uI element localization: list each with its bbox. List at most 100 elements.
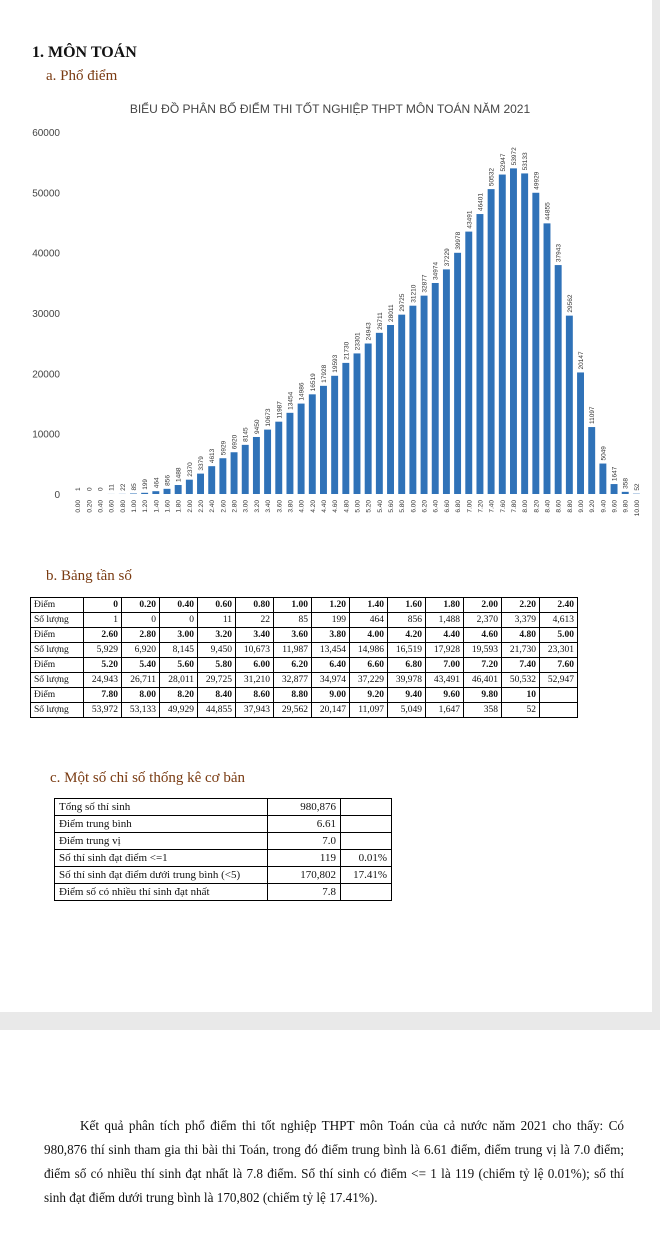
bar-data-label: 39978 <box>455 231 462 249</box>
count-cell: 23,301 <box>539 642 578 658</box>
x-tick-label: 7.60 <box>500 500 507 513</box>
bar <box>208 466 216 494</box>
stats-value: 170,802 <box>267 866 341 884</box>
x-tick-label: 7.80 <box>511 500 518 513</box>
bar-data-label: 11987 <box>276 401 283 419</box>
score-row: Điểm 5.20 5.40 5.60 5.80 6.00 6.20 6.40 6.60 6.80… <box>30 657 578 673</box>
x-tick-label: 2.60 <box>220 500 227 513</box>
x-tick-label: 9.00 <box>578 500 585 513</box>
score-cell: 9.40 <box>387 687 426 703</box>
y-tick-label: 50000 <box>32 188 60 199</box>
bar <box>398 314 406 494</box>
score-cell: 9.20 <box>349 687 388 703</box>
bar <box>185 479 193 494</box>
score-cell: 2.60 <box>83 627 122 643</box>
x-tick-label: 5.80 <box>399 500 406 513</box>
score-cell: 0.40 <box>159 597 198 613</box>
subsection-b-heading: b. Bảng tần số <box>46 568 132 584</box>
x-tick-label: 2.00 <box>187 500 194 513</box>
y-tick-label: 30000 <box>32 309 60 320</box>
score-cell: 6.00 <box>235 657 274 673</box>
summary-paragraph: Kết quả phân tích phổ điểm thi tốt nghiệ… <box>44 1114 624 1210</box>
count-cell: 11,987 <box>273 642 312 658</box>
bar <box>308 394 316 494</box>
bar <box>420 295 428 494</box>
summary-text: Kết quả phân tích phổ điểm thi tốt nghiệ… <box>44 1118 624 1205</box>
count-cell: 5,049 <box>387 702 426 718</box>
count-row: Số lượng 1 0 0 11 22 85 199 464 856 1,488 2,370 3,37… <box>30 612 578 628</box>
bar <box>130 493 137 494</box>
bar-data-label: 1488 <box>176 467 183 482</box>
count-cell: 6,920 <box>121 642 160 658</box>
bar-data-label: 0 <box>86 487 93 491</box>
x-tick-label: 4.00 <box>299 500 306 513</box>
stats-row: Điểm trung bình 6.61 <box>54 815 392 833</box>
bar-data-label: 11 <box>109 484 116 491</box>
count-cell: 17,928 <box>425 642 464 658</box>
bar-data-label: 1647 <box>612 466 619 481</box>
count-cell: 0 <box>121 612 160 628</box>
count-cell: 43,491 <box>425 672 464 688</box>
bar <box>454 252 462 494</box>
bar-data-label: 53972 <box>511 147 518 165</box>
bar <box>364 343 372 494</box>
score-cell <box>539 687 578 703</box>
stats-percent: 17.41% <box>340 866 392 884</box>
stats-row: Tổng số thí sinh 980,876 <box>54 798 392 816</box>
score-cell: 0 <box>83 597 122 613</box>
score-cell: 1.20 <box>311 597 350 613</box>
score-cell: 4.80 <box>501 627 540 643</box>
x-tick-label: 4.80 <box>343 500 350 513</box>
bar-data-label: 464 <box>153 477 160 488</box>
score-cell: 9.80 <box>463 687 502 703</box>
score-cell: 4.60 <box>463 627 502 643</box>
count-cell: 46,401 <box>463 672 502 688</box>
count-cell: 39,978 <box>387 672 426 688</box>
count-cell: 52,947 <box>539 672 578 688</box>
bar-data-label: 37943 <box>556 244 563 262</box>
count-cell: 37,229 <box>349 672 388 688</box>
score-cell: 6.80 <box>387 657 426 673</box>
stats-percent <box>340 883 392 901</box>
score-row: Điểm 0 0.20 0.40 0.60 0.80 1.00 1.20 1.40 1.60 1.8… <box>30 597 578 613</box>
x-tick-label: 3.40 <box>265 500 272 513</box>
score-cell: 7.60 <box>539 657 578 673</box>
count-cell: 13,454 <box>311 642 350 658</box>
bar-data-label: 43491 <box>466 210 473 228</box>
stats-percent: 0.01% <box>340 849 392 867</box>
score-cell: 3.20 <box>197 627 236 643</box>
x-tick-label: 2.80 <box>232 500 239 513</box>
bar-data-label: 10673 <box>265 408 272 426</box>
count-row-label: Số lượng <box>30 672 84 688</box>
count-cell: 8,145 <box>159 642 198 658</box>
count-row-label: Số lượng <box>30 612 84 628</box>
score-cell: 5.20 <box>83 657 122 673</box>
x-tick-label: 8.40 <box>545 500 552 513</box>
bar-data-label: 49929 <box>533 171 540 189</box>
x-tick-label: 3.60 <box>276 500 283 513</box>
score-cell: 0.80 <box>235 597 274 613</box>
count-cell: 21,730 <box>501 642 540 658</box>
x-tick-label: 6.00 <box>410 500 417 513</box>
x-tick-label: 4.60 <box>332 500 339 513</box>
x-tick-label: 0.00 <box>75 500 82 513</box>
count-cell: 464 <box>349 612 388 628</box>
x-tick-label: 2.20 <box>198 500 205 513</box>
x-tick-label: 1.20 <box>142 500 149 513</box>
score-cell: 3.80 <box>311 627 350 643</box>
count-cell: 37,943 <box>235 702 274 718</box>
count-cell: 856 <box>387 612 426 628</box>
stats-value: 6.61 <box>267 815 341 833</box>
count-cell: 1,488 <box>425 612 464 628</box>
count-cell: 24,943 <box>83 672 122 688</box>
bar-data-label: 4613 <box>209 448 216 463</box>
bar-data-label: 5929 <box>220 440 227 455</box>
bar <box>487 189 495 494</box>
frequency-table: Điểm 0 0.20 0.40 0.60 0.80 1.00 1.20 1.40 1.60 1.8… <box>30 597 578 718</box>
stats-percent <box>340 815 392 833</box>
bar-data-label: 22 <box>120 483 127 491</box>
bar <box>197 473 204 494</box>
bar-data-label: 29562 <box>567 294 574 312</box>
count-cell: 11,097 <box>349 702 388 718</box>
stats-row: Số thí sinh đạt điểm <=1 119 0.01% <box>54 849 392 867</box>
